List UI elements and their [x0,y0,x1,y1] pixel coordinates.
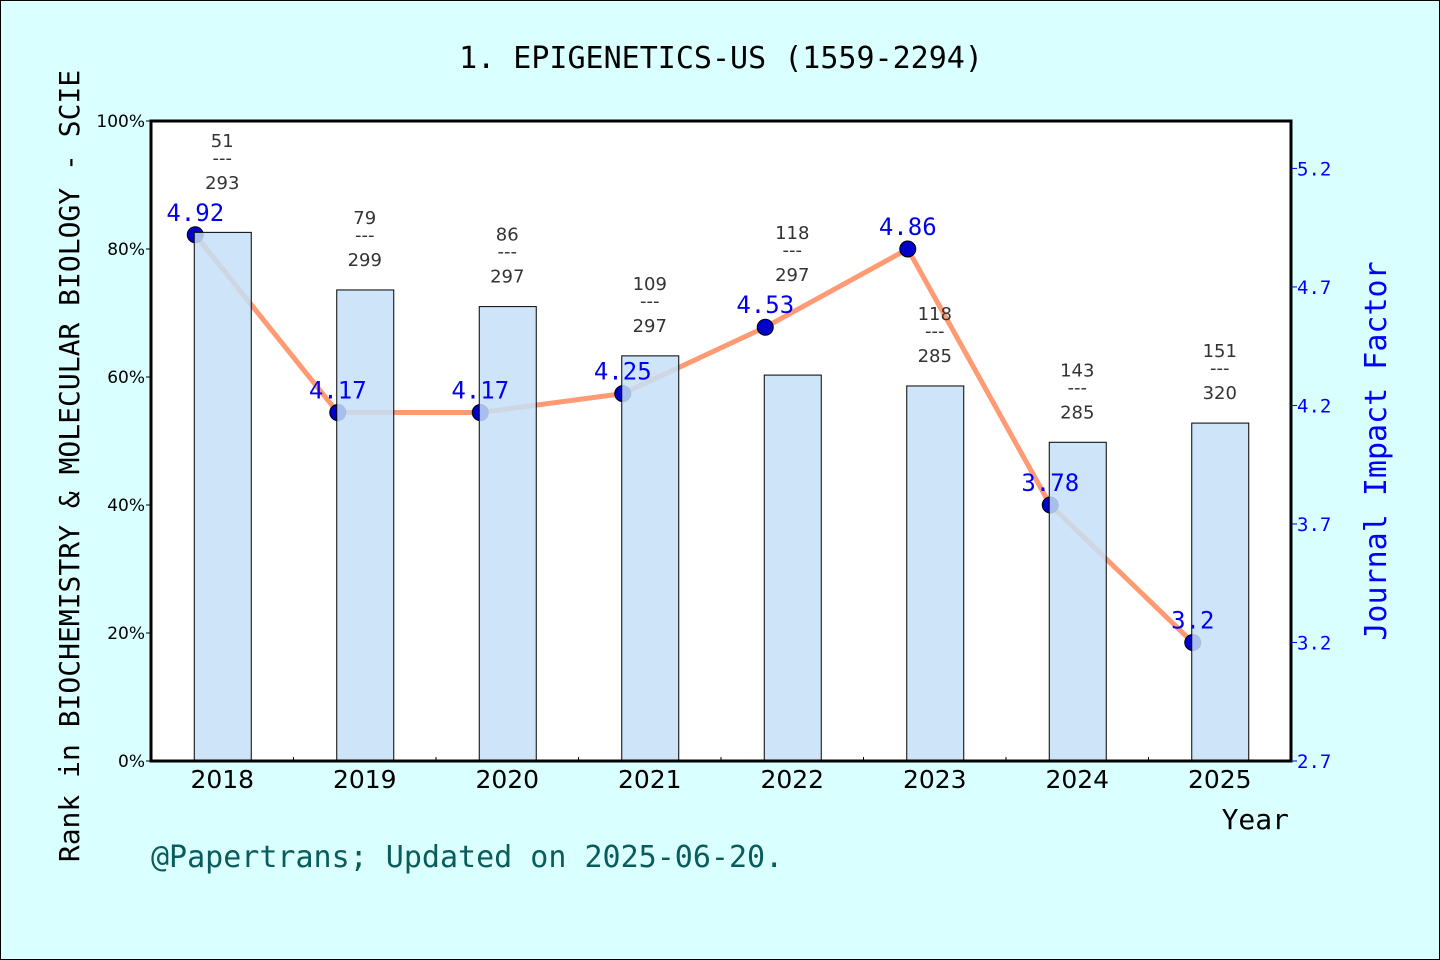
impact-factor-label: 4.17 [309,377,367,405]
right-tick-label: 3.7 [1297,514,1331,536]
left-tick-label: 20% [107,624,145,644]
impact-factor-label: 3.78 [1021,469,1079,497]
x-tick-label: 2020 [475,765,539,794]
rank-label: 285 [1060,402,1094,423]
rank-label: 143 [1060,360,1094,381]
left-tick-label: 0% [118,752,145,772]
impact-factor-label: 4.17 [451,377,509,405]
right-tick-label: 4.7 [1297,277,1331,299]
rank-label: --- [640,291,660,312]
impact-factor-label: 4.86 [879,213,937,241]
rank-label: 297 [775,265,809,286]
right-tick-label: 3.2 [1297,632,1331,654]
rank-bar [906,385,965,762]
rank-label: --- [355,225,375,246]
x-tick-label: 2018 [190,765,254,794]
x-tick-label: 2019 [333,765,397,794]
rank-label: --- [1068,377,1088,398]
rank-label: --- [1210,358,1230,379]
left-tick-label: 100% [96,112,145,132]
x-axis-label: Year [1222,803,1289,836]
rank-bar [1191,422,1250,762]
x-tick-label: 2025 [1188,765,1252,794]
rank-bar [193,231,252,762]
x-tick-label: 2021 [618,765,682,794]
impact-factor-label: 4.53 [736,291,794,319]
impact-factor-point [899,240,917,258]
rank-bar [336,289,395,762]
rank-label: --- [498,242,518,263]
rank-bar [763,374,822,762]
rank-label: 299 [348,250,382,271]
rank-label: --- [783,240,803,261]
impact-factor-label: 4.25 [594,358,652,386]
x-tick-label: 2022 [760,765,824,794]
rank-label: 79 [353,208,376,229]
rank-bar [621,355,680,762]
plot-area [151,121,1291,761]
rank-label: 118 [775,223,809,244]
right-axis-label: Journal Impact Factor [1359,261,1394,640]
rank-label: 51 [211,131,234,152]
rank-label: 151 [1203,341,1237,362]
left-tick-label: 80% [107,240,145,260]
rank-label: 86 [496,225,519,246]
rank-bar [478,306,537,762]
footer-credit: @Papertrans; Updated on 2025-06-20. [151,840,783,875]
rank-label: --- [213,148,233,169]
right-tick-label: 2.7 [1297,751,1331,773]
left-axis-label: Rank in BIOCHEMISTRY & MOLECULAR BIOLOGY… [53,70,86,862]
right-tick-label: 4.2 [1297,395,1331,417]
rank-label: --- [925,321,945,342]
rank-label: 109 [633,274,667,295]
x-tick-label: 2023 [903,765,967,794]
rank-label: 293 [205,173,239,194]
left-tick-label: 60% [107,368,145,388]
impact-factor-label: 3.2 [1171,606,1214,634]
rank-label: 320 [1203,383,1237,404]
right-tick-label: 5.2 [1297,158,1331,180]
rank-label: 285 [918,346,952,367]
x-tick-label: 2024 [1045,765,1109,794]
rank-label: 118 [918,304,952,325]
rank-bar [1048,441,1107,762]
impact-factor-point [756,318,774,336]
rank-label: 297 [490,267,524,288]
chart-title: 1. EPIGENETICS-US (1559-2294) [459,41,983,76]
left-tick-label: 40% [107,496,145,516]
rank-label: 297 [633,316,667,337]
impact-factor-label: 4.92 [166,199,224,227]
